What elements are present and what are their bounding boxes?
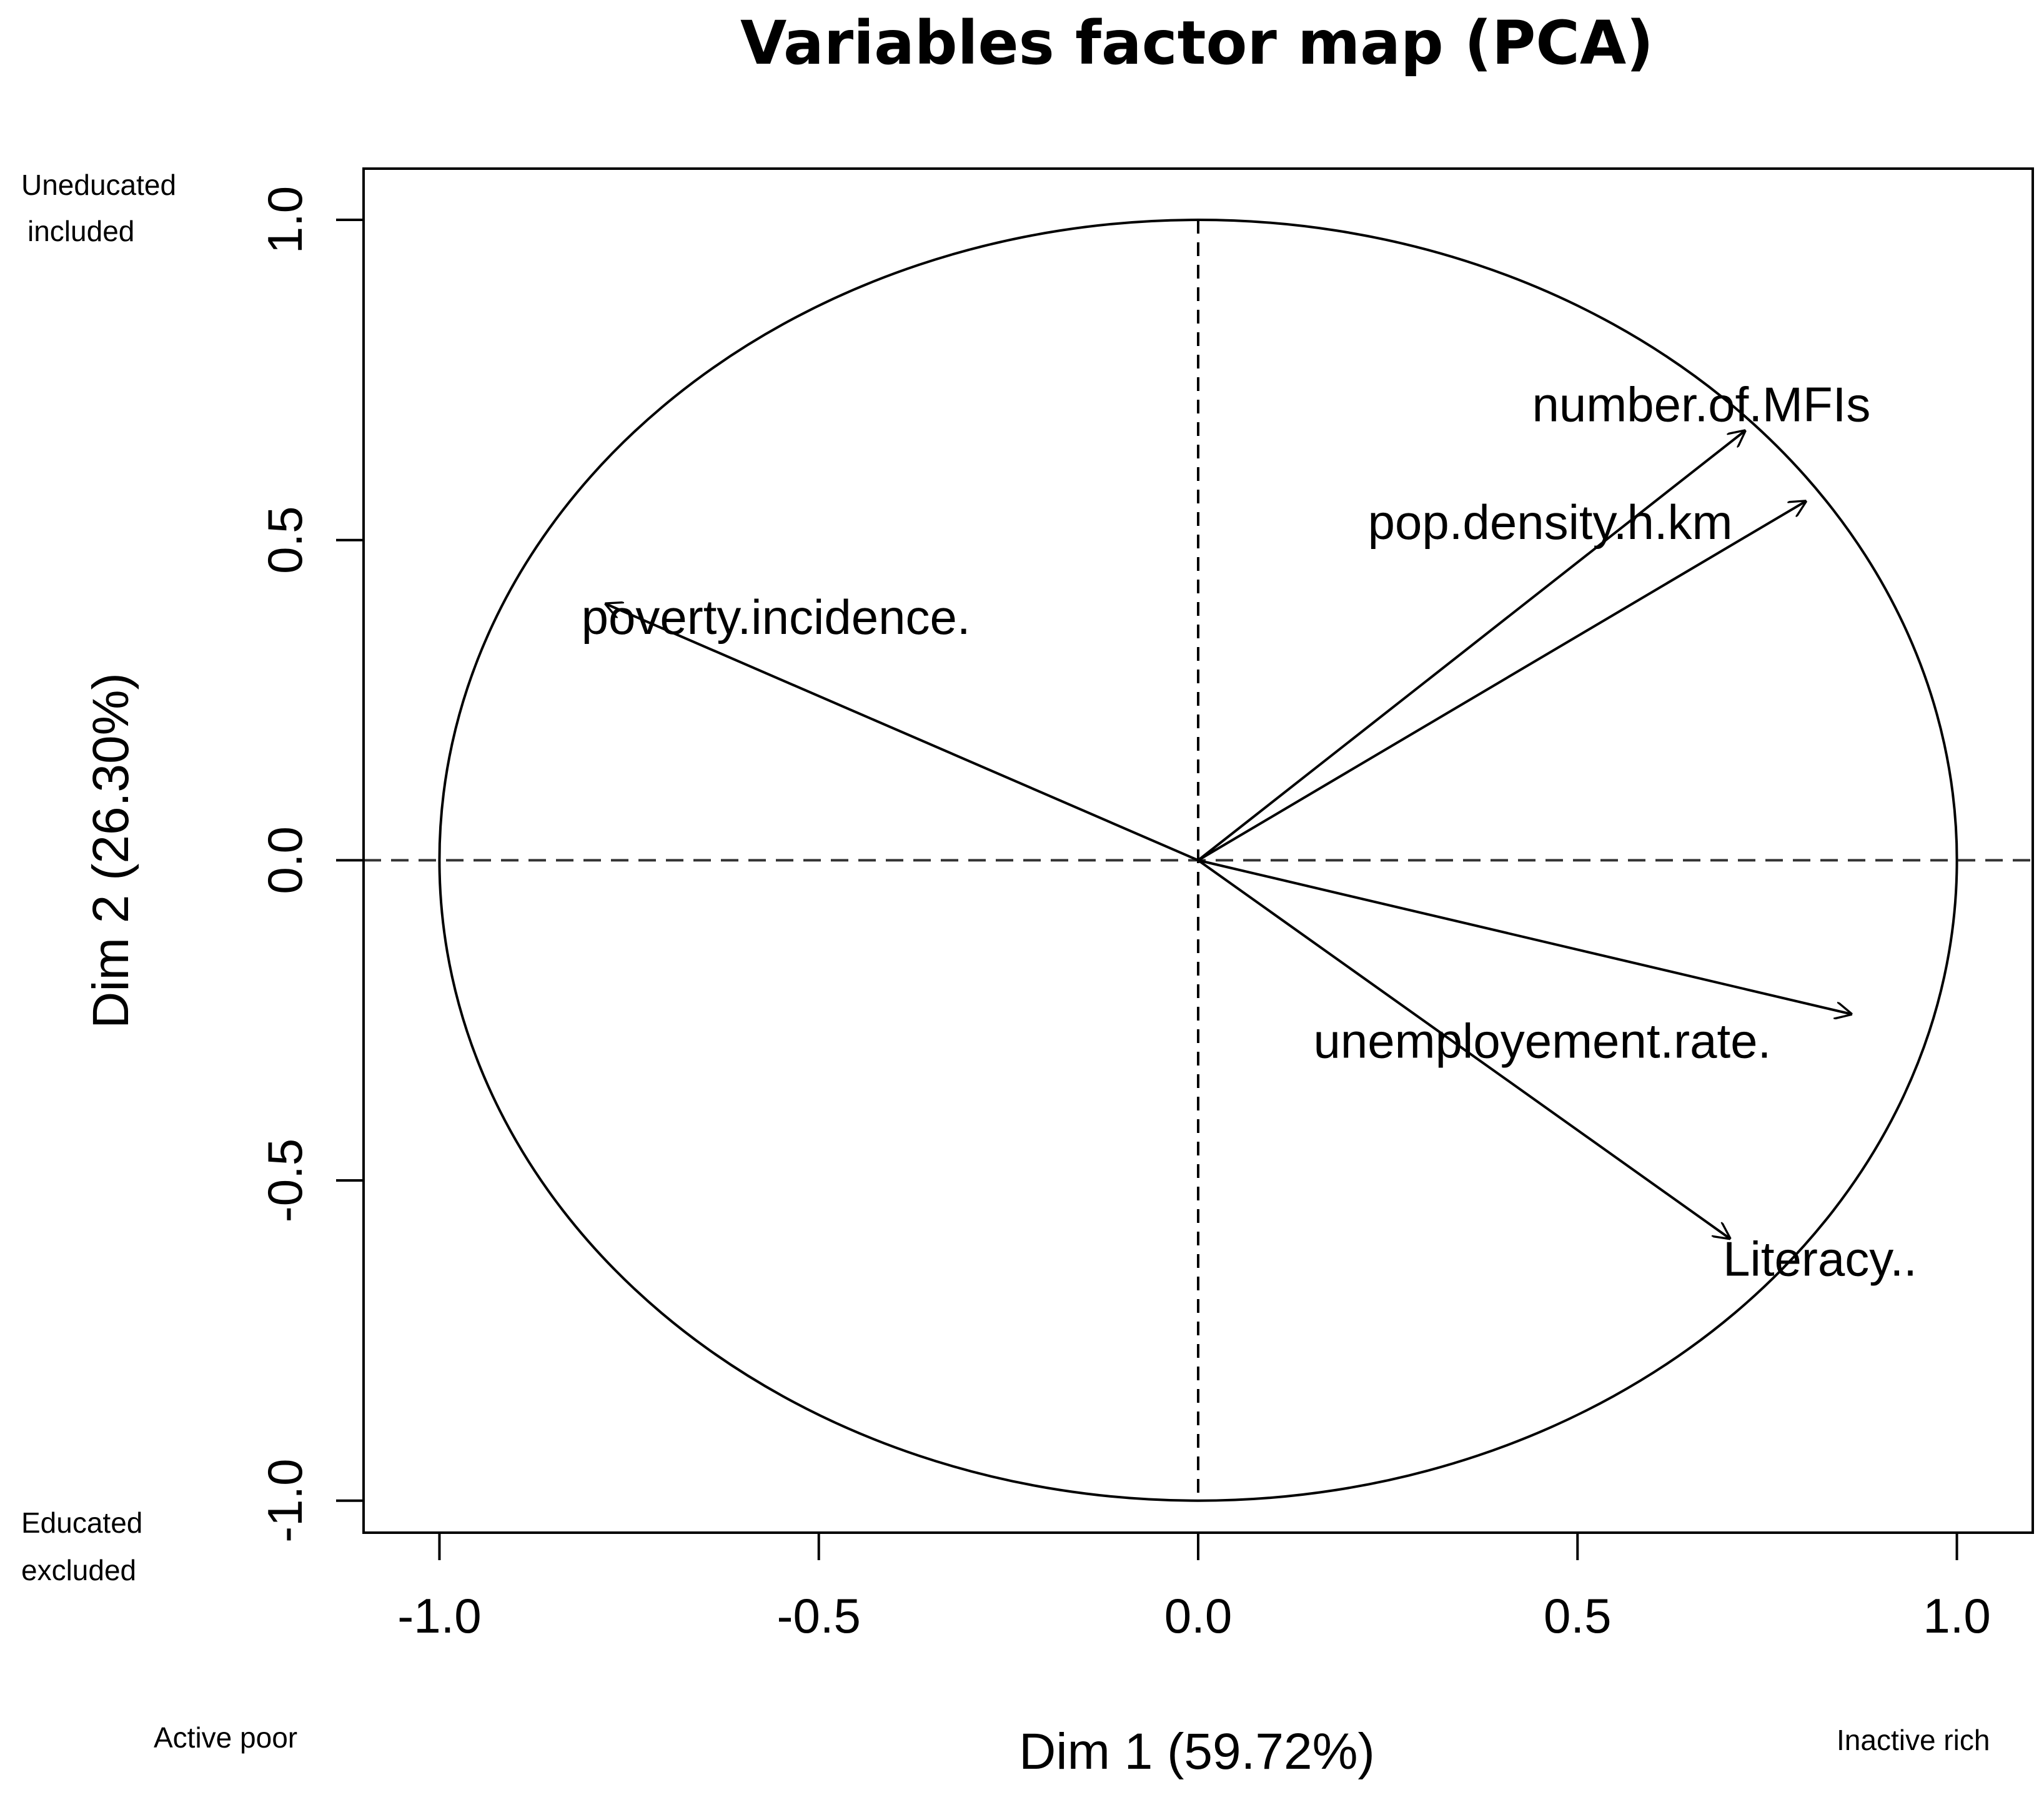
- variable-vectors: number.of.MFIs pop.density.h.km poverty.in…: [582, 377, 1917, 1286]
- arrow-pop-density-h-km: [1197, 502, 1805, 862]
- y-tick-label: 0.0: [257, 826, 312, 894]
- correlation-circle: [438, 219, 1958, 1502]
- y-tick-label: 0.5: [257, 506, 312, 573]
- label-number-of-mfis: number.of.MFIs: [1532, 377, 1870, 432]
- chart-title: Variables factor map (PCA): [740, 8, 1654, 78]
- arrow-unemployement-rate: [1198, 859, 1851, 1014]
- label-poverty-incidence: poverty.incidence.: [582, 590, 971, 645]
- x-axis: -1.0 -0.5 0.0 0.5 1.0: [397, 1531, 1991, 1643]
- arrow-literacy: [1197, 859, 1729, 1238]
- annotation-inactive-rich: Inactive rich: [1837, 1724, 1990, 1756]
- label-pop-density-h-km: pop.density.h.km: [1368, 495, 1733, 550]
- x-tick-label: -0.5: [777, 1588, 861, 1643]
- annotation-active-poor: Active poor: [154, 1721, 297, 1754]
- y-tick-label: -0.5: [257, 1139, 312, 1222]
- annotation-included: included: [27, 215, 134, 247]
- y-tick-label: 1.0: [257, 186, 312, 254]
- label-unemployement-rate: unemployement.rate.: [1314, 1013, 1772, 1068]
- x-axis-label: Dim 1 (59.72%): [1019, 1723, 1375, 1780]
- y-axis-label: Dim 2 (26.30%): [82, 673, 139, 1029]
- x-tick-label: 0.0: [1164, 1588, 1232, 1643]
- arrow-poverty-incidence: [607, 604, 1199, 862]
- label-literacy: Literacy..: [1723, 1231, 1917, 1286]
- x-tick-label: -1.0: [397, 1588, 481, 1643]
- annotation-educated: Educated: [21, 1506, 142, 1539]
- y-axis: -1.0 -0.5 0.0 0.5 1.0: [257, 186, 365, 1543]
- arrow-number-of-mfis: [1197, 431, 1744, 861]
- x-tick-label: 0.5: [1544, 1588, 1611, 1643]
- x-tick-label: 1.0: [1923, 1588, 1990, 1643]
- annotation-excluded: excluded: [21, 1554, 136, 1586]
- annotation-uneducated: Uneducated: [21, 169, 176, 201]
- y-tick-label: -1.0: [257, 1459, 312, 1543]
